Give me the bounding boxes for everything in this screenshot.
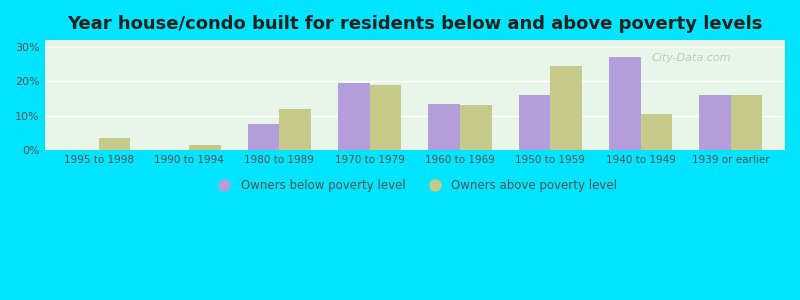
Title: Year house/condo built for residents below and above poverty levels: Year house/condo built for residents bel… [67, 15, 762, 33]
Legend: Owners below poverty level, Owners above poverty level: Owners below poverty level, Owners above… [207, 174, 622, 197]
Bar [248, 124, 279, 150]
Bar [518, 95, 550, 150]
Bar [731, 95, 762, 150]
Bar [609, 57, 641, 150]
Bar [279, 109, 311, 150]
Bar [370, 85, 402, 150]
Bar [428, 104, 460, 150]
Bar [699, 95, 731, 150]
Bar [98, 138, 130, 150]
Text: City-Data.com: City-Data.com [652, 53, 731, 63]
Bar [189, 145, 221, 150]
Bar [460, 105, 491, 150]
Bar [641, 114, 672, 150]
Bar [550, 66, 582, 150]
Bar [338, 83, 370, 150]
